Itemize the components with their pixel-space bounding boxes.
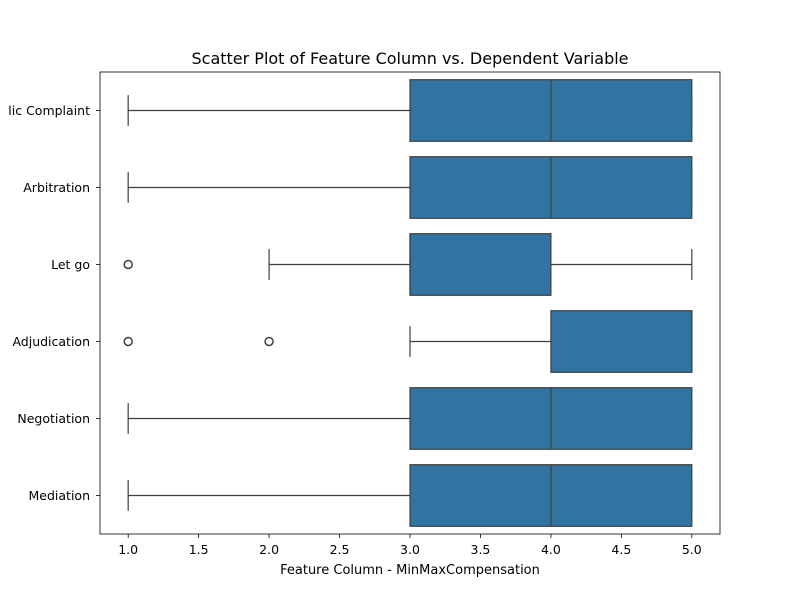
box-group bbox=[123, 310, 693, 373]
box-group bbox=[127, 464, 693, 527]
y-axis: lic Complaint Arbitration Let go Adjudicati… bbox=[8, 103, 100, 503]
x-tick-label: 5.0 bbox=[682, 542, 702, 557]
x-axis: 1.0 1.5 2.0 2.5 3.0 3.5 4.0 4.5 5.0 bbox=[118, 534, 702, 557]
box bbox=[550, 310, 693, 373]
y-tick-label: Let go bbox=[51, 257, 90, 272]
x-tick-label: 1.0 bbox=[118, 542, 138, 557]
box bbox=[409, 233, 552, 296]
box-group bbox=[127, 387, 693, 450]
y-tick-label: Negotiation bbox=[17, 411, 90, 426]
outlier-point bbox=[264, 336, 274, 347]
y-tick-label: Mediation bbox=[29, 488, 91, 503]
x-tick-label: 1.5 bbox=[189, 542, 209, 557]
y-tick-label: lic Complaint bbox=[8, 103, 90, 118]
x-tick-label: 3.5 bbox=[471, 542, 491, 557]
x-tick-label: 3.0 bbox=[400, 542, 420, 557]
outlier-point bbox=[123, 336, 133, 347]
x-tick-label: 2.5 bbox=[330, 542, 350, 557]
x-tick-label: 4.5 bbox=[611, 542, 631, 557]
y-tick-label: Arbitration bbox=[23, 180, 90, 195]
x-tick-label: 2.0 bbox=[259, 542, 279, 557]
box-group bbox=[123, 233, 693, 296]
x-axis-label: Feature Column - MinMaxCompensation bbox=[280, 563, 540, 578]
y-tick-label: Adjudication bbox=[12, 334, 90, 349]
x-tick-label: 4.0 bbox=[541, 542, 561, 557]
outlier-point bbox=[123, 259, 133, 270]
box-group bbox=[127, 79, 693, 142]
box-group bbox=[127, 156, 693, 219]
plot-area bbox=[123, 79, 693, 527]
chart-title: Scatter Plot of Feature Column vs. Depen… bbox=[191, 49, 628, 68]
